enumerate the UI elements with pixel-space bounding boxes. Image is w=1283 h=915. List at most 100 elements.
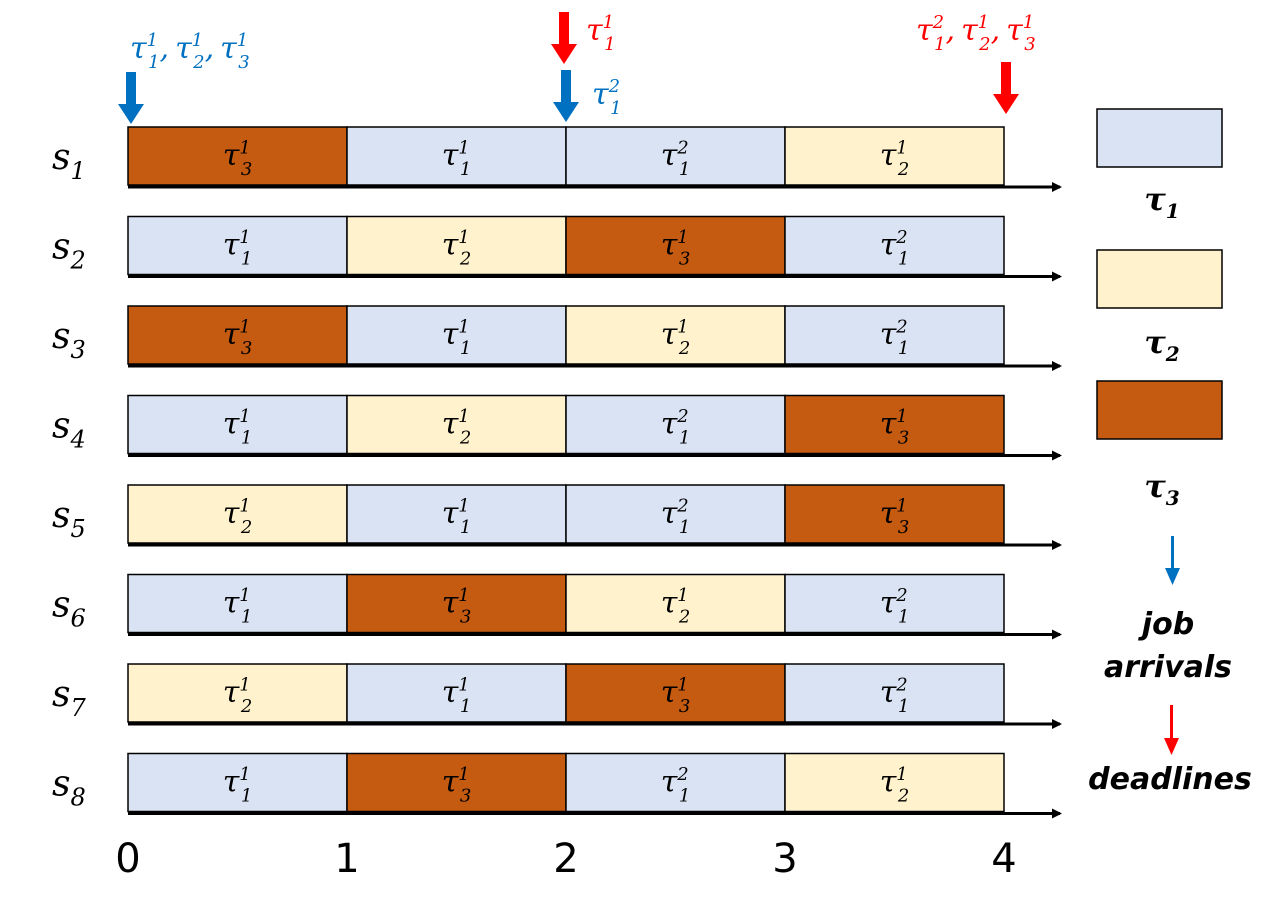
job-label: τ1 2: [661, 585, 691, 628]
deadline-arrow: [551, 12, 577, 64]
job-label: τ1 3: [223, 138, 253, 181]
time-tick: 0: [115, 836, 140, 882]
job-label: τ2 1: [661, 764, 691, 807]
time-tick: 2: [553, 836, 578, 882]
job-slot-3: [565, 215, 786, 276]
server-label: s2: [52, 227, 86, 275]
deadline-arrow: [993, 62, 1019, 114]
marker-label: τ2 1, τ1 2, τ1 3: [916, 12, 1036, 55]
server-label: s3: [52, 316, 86, 364]
server-row-5: s5 τ1 2 τ1 1 τ2 1 τ1 3: [52, 484, 1062, 550]
time-tick: 3: [772, 836, 797, 882]
job-label: τ1 3: [442, 585, 472, 628]
job-label: τ2 1: [661, 406, 691, 449]
job-slot-2: [346, 752, 567, 813]
job-slot-3: [565, 663, 786, 723]
legend-arrivals-text: job: [1138, 607, 1194, 642]
server-row-7: s7 τ1 2 τ1 1 τ1 3 τ2 1: [52, 663, 1062, 729]
legend-swatch-tau3: [1096, 380, 1223, 440]
job-slot-2: [346, 394, 567, 455]
job-label: τ1 1: [223, 406, 253, 449]
job-slot-3: [565, 305, 786, 365]
job-label: τ1 2: [880, 764, 910, 807]
job-slot-1: [127, 484, 348, 544]
server-row-8: s8 τ1 1 τ1 3 τ2 1 τ1 2: [52, 752, 1062, 819]
job-slot-1: [127, 126, 348, 186]
legend-label-tau3: τ3: [1144, 467, 1180, 510]
job-label: τ1 3: [880, 406, 910, 449]
job-slot-1: [127, 663, 348, 723]
time-tick: 4: [991, 836, 1016, 882]
job-slot-2: [346, 215, 567, 276]
marker-label: τ2 1: [592, 76, 622, 119]
server-label: s4: [52, 406, 86, 454]
legend-label-tau2: τ2: [1144, 323, 1180, 366]
job-label: τ2 1: [880, 585, 910, 628]
server-label: s1: [52, 137, 86, 185]
job-slot-4: [784, 394, 1005, 455]
server-row-1: s1 τ1 3 τ1 1 τ2 1 τ1 2: [52, 126, 1062, 192]
job-label: τ1 1: [442, 496, 472, 539]
job-label: τ1 2: [661, 317, 691, 360]
job-slot-3: [565, 573, 786, 634]
legend-arrivals: job arrivals: [1104, 536, 1232, 685]
server-label: s6: [52, 585, 86, 633]
arrival-arrow: [118, 72, 144, 124]
job-slot-4: [784, 663, 1005, 723]
job-label: τ1 3: [661, 675, 691, 718]
job-slot-4: [784, 215, 1005, 276]
job-slot-3: [565, 484, 786, 544]
job-label: τ1 3: [880, 496, 910, 539]
job-label: τ1 1: [223, 585, 253, 628]
job-label: τ1 1: [442, 317, 472, 360]
marker-label: τ1 1: [586, 12, 616, 55]
job-slot-4: [784, 752, 1005, 813]
marker-label: τ1 1, τ1 2, τ1 3: [130, 30, 250, 73]
job-label: τ1 3: [661, 227, 691, 270]
job-slot-1: [127, 394, 348, 455]
job-label: τ2 1: [661, 496, 691, 539]
job-label: τ2 1: [880, 317, 910, 360]
job-label: τ1 1: [442, 138, 472, 181]
server-label: s8: [52, 764, 86, 812]
job-slot-2: [346, 305, 567, 365]
job-label: τ2 1: [880, 227, 910, 270]
job-label: τ1 1: [223, 227, 253, 270]
job-slot-2: [346, 663, 567, 723]
job-label: τ1 2: [442, 406, 472, 449]
server-label: s7: [52, 674, 86, 722]
job-slot-2: [346, 484, 567, 544]
server-row-3: s3 τ1 3 τ1 1 τ1 2 τ2 1: [52, 305, 1062, 371]
job-label: τ1 2: [442, 227, 472, 270]
server-label: s5: [52, 495, 86, 543]
deadline-marker: τ1 1: [551, 12, 616, 64]
job-label: τ1 3: [223, 317, 253, 360]
legend-deadlines: deadlines: [1088, 705, 1252, 797]
job-label: τ1 1: [223, 764, 253, 807]
job-label: τ1 2: [223, 675, 253, 718]
job-slot-4: [784, 484, 1005, 544]
job-slot-1: [127, 215, 348, 276]
job-slot-3: [565, 126, 786, 186]
legend: τ1 τ2 τ3 job arrivals deadlines: [1088, 108, 1252, 797]
server-row-2: s2 τ1 1 τ1 2 τ1 3 τ2 1: [52, 215, 1062, 282]
job-label: τ1 2: [880, 138, 910, 181]
job-label: τ1 1: [442, 675, 472, 718]
job-label: τ1 3: [442, 764, 472, 807]
legend-swatch-tau1: [1096, 108, 1223, 168]
job-slot-1: [127, 752, 348, 813]
server-row-6: s6 τ1 1 τ1 3 τ1 2 τ2 1: [52, 573, 1062, 640]
legend-swatch-tau2: [1096, 249, 1223, 309]
job-slot-4: [784, 305, 1005, 365]
job-slot-3: [565, 752, 786, 813]
server-row-4: s4 τ1 1 τ1 2 τ2 1 τ1 3: [52, 394, 1062, 461]
arrival-marker: τ2 1: [553, 70, 622, 122]
arrival-marker: τ1 1, τ1 2, τ1 3: [118, 30, 250, 124]
job-slot-2: [346, 573, 567, 634]
time-tick: 1: [334, 836, 359, 882]
arrival-arrow: [553, 70, 579, 122]
job-slot-3: [565, 394, 786, 455]
job-label: τ2 1: [661, 138, 691, 181]
legend-arrivals-text: arrivals: [1104, 650, 1232, 685]
